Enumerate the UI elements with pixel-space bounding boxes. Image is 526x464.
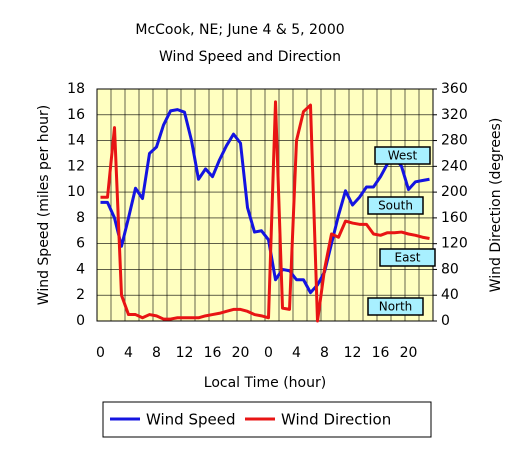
x-axis-title: Local Time (hour) bbox=[204, 375, 326, 391]
series-line bbox=[100, 108, 430, 295]
y-tick-label: 14 bbox=[67, 133, 85, 149]
legend-label: Wind Direction bbox=[281, 411, 391, 429]
x-tick-label: 20 bbox=[400, 345, 418, 361]
y-tick-label: 12 bbox=[67, 158, 85, 174]
y2-tick-label: 120 bbox=[441, 236, 468, 252]
x-tick-label: 20 bbox=[232, 345, 250, 361]
x-tick-label: 12 bbox=[344, 345, 362, 361]
x-tick-label: 8 bbox=[320, 345, 329, 361]
x-tick-label: 16 bbox=[372, 345, 390, 361]
y2-axis-title: Wind Direction (degrees) bbox=[488, 118, 504, 293]
annotation-box bbox=[379, 248, 436, 267]
x-tick-label: 4 bbox=[124, 345, 133, 361]
x-tick-label: 8 bbox=[152, 345, 161, 361]
x-tick-label: 16 bbox=[204, 345, 222, 361]
annotation: West bbox=[388, 149, 418, 163]
x-tick-label: 4 bbox=[292, 345, 301, 361]
y-tick-label: 10 bbox=[67, 184, 85, 200]
y2-tick-label: 280 bbox=[441, 133, 468, 149]
series-line bbox=[100, 100, 430, 323]
y-tick-label: 6 bbox=[76, 236, 85, 252]
y2-tick-label: 40 bbox=[441, 287, 459, 303]
annotation-box bbox=[367, 196, 424, 215]
y-tick-label: 8 bbox=[76, 210, 85, 226]
annotation-box bbox=[367, 297, 424, 316]
y-tick-label: 0 bbox=[76, 313, 85, 329]
y2-tick-label: 200 bbox=[441, 184, 468, 200]
x-tick-label: 0 bbox=[96, 345, 105, 361]
annotation: North bbox=[379, 300, 413, 314]
y2-tick-label: 160 bbox=[441, 210, 468, 226]
annotation-box bbox=[374, 146, 431, 165]
y-tick-label: 16 bbox=[67, 107, 85, 123]
chart-title: McCook, NE; June 4 & 5, 2000 bbox=[135, 22, 344, 38]
chart-subtitle: Wind Speed and Direction bbox=[159, 49, 341, 65]
y2-tick-label: 0 bbox=[441, 313, 450, 329]
y-tick-label: 4 bbox=[76, 261, 85, 277]
x-tick-label: 0 bbox=[264, 345, 273, 361]
y-tick-label: 2 bbox=[76, 287, 85, 303]
annotation: East bbox=[395, 251, 421, 265]
y2-tick-label: 320 bbox=[441, 107, 468, 123]
y2-tick-label: 240 bbox=[441, 158, 468, 174]
annotation: South bbox=[378, 199, 413, 213]
y2-tick-label: 360 bbox=[441, 81, 468, 97]
x-tick-label: 12 bbox=[176, 345, 194, 361]
y2-tick-label: 80 bbox=[441, 261, 459, 277]
plot-border bbox=[96, 88, 434, 322]
legend-label: Wind Speed bbox=[146, 411, 236, 429]
y-axis-title: Wind Speed (miles per hour) bbox=[36, 105, 52, 305]
y-tick-label: 18 bbox=[67, 81, 85, 97]
